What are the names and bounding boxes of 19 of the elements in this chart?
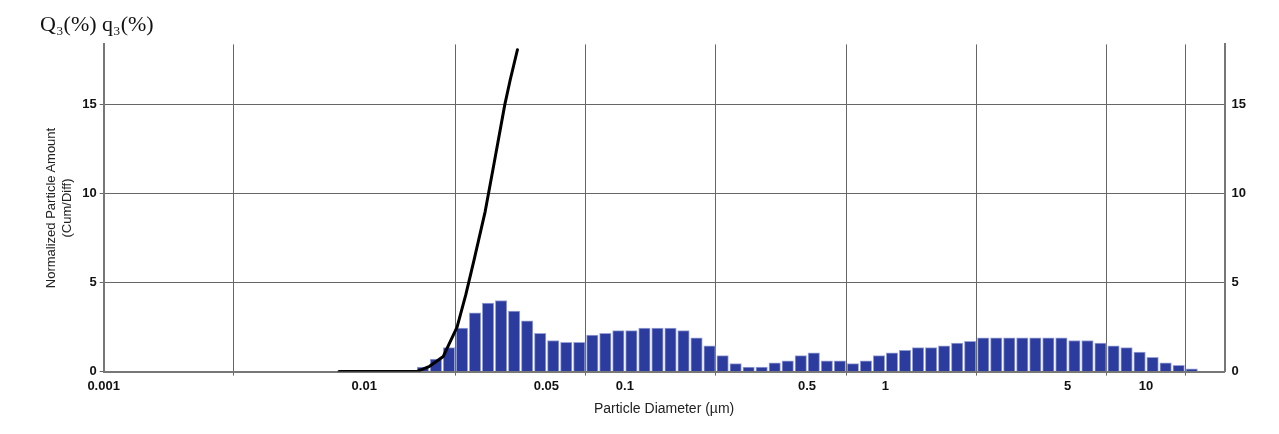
y-tick-label: 5	[89, 274, 97, 290]
x-tick-label: 0.1	[615, 377, 634, 393]
x-tick-label: 0.001	[87, 377, 120, 393]
y-tick-label: 15	[82, 96, 97, 112]
y-tick-label: 10	[82, 185, 97, 201]
x-tick-label: 5	[1064, 377, 1072, 393]
x-axis-title: Particle Diameter (µm)	[593, 400, 735, 417]
x-tick-label: 10	[1138, 377, 1154, 393]
x-tick-label: 0.05	[533, 377, 560, 393]
x-tick-label: 0.01	[351, 377, 377, 393]
y-axis-title: Normalized Particle Amount (Cum/Diff)	[43, 127, 74, 289]
y2-tick-label: 5	[1231, 274, 1239, 290]
x-tick-label: 1	[881, 377, 890, 393]
chart-title: Q₃(%) q₃(%)	[40, 10, 154, 36]
y2-tick-label: 15	[1231, 96, 1247, 112]
x-tick-label: 0.5	[797, 377, 817, 393]
y-tick-label: 0	[89, 363, 97, 379]
y2-tick-label: 0	[1231, 363, 1239, 379]
y2-tick-label: 10	[1231, 185, 1247, 201]
